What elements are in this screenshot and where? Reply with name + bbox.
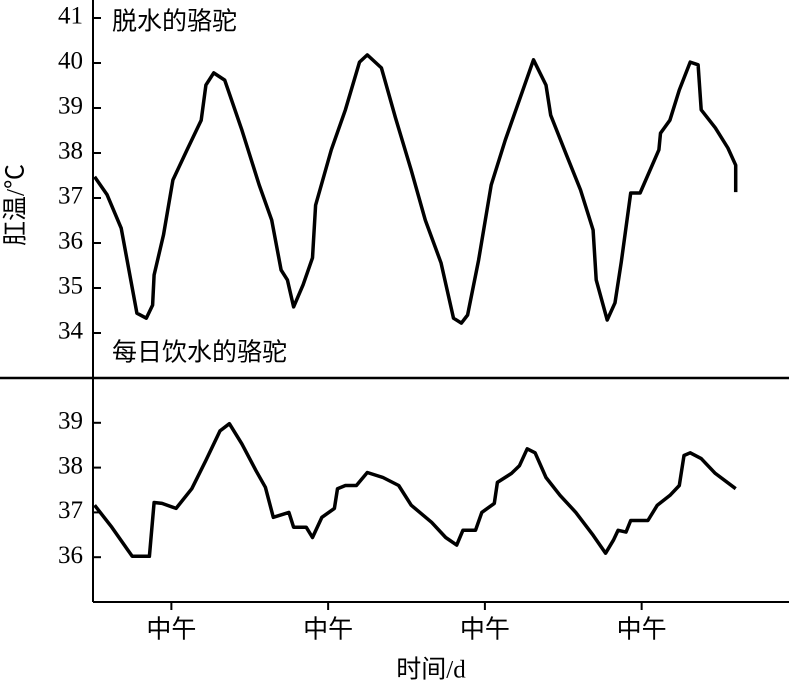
y-tick-label: 39: [58, 93, 83, 120]
y-tick-label: 38: [58, 138, 83, 165]
y-tick-label: 34: [58, 318, 84, 345]
temperature-line: [93, 53, 738, 325]
y-tick-label: 39: [58, 408, 83, 435]
x-tick-label: 中午: [303, 616, 353, 644]
y-tick-label: 36: [58, 542, 83, 569]
temperature-line: [93, 421, 737, 559]
y-tick-label: 35: [58, 273, 83, 300]
y-tick-label: 37: [58, 497, 83, 524]
x-axis-label: 时间/d: [396, 656, 466, 684]
y-tick-label: 41: [58, 3, 83, 30]
x-tick-label: 中午: [146, 616, 196, 644]
y-tick-label: 36: [58, 228, 83, 255]
panel-title: 脱水的骆驼: [112, 8, 237, 36]
y-tick-label: 37: [58, 183, 83, 210]
x-tick-label: 中午: [460, 616, 510, 644]
y-tick-label: 40: [58, 48, 83, 75]
y-axis-label: 肛温/℃: [3, 164, 30, 246]
y-tick-label: 38: [58, 452, 83, 479]
panel-title: 每日饮水的骆驼: [112, 339, 287, 367]
x-tick-label: 中午: [617, 616, 667, 644]
